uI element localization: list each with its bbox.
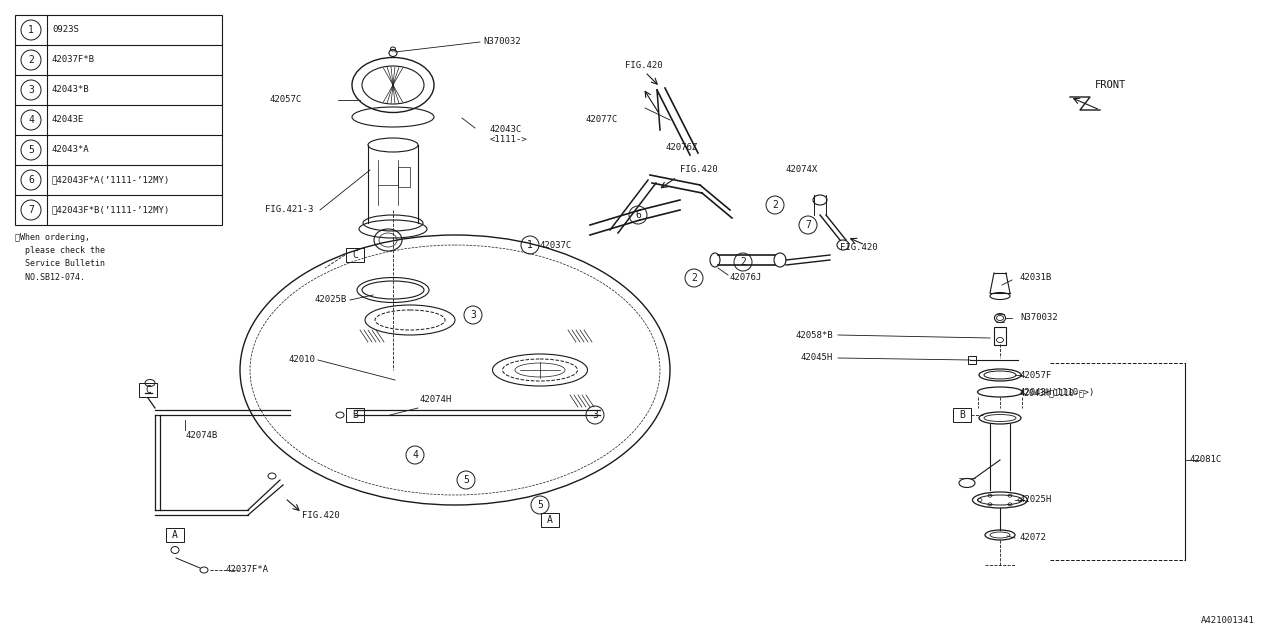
Bar (541, 513, 559, 527)
Text: 6: 6 (635, 210, 641, 220)
Text: FIG.420: FIG.420 (840, 243, 878, 253)
Text: 42037C: 42037C (540, 241, 572, 250)
Text: N370032: N370032 (483, 38, 521, 47)
Text: 3: 3 (470, 310, 476, 320)
Bar (968, 356, 977, 364)
Text: 42043H【1110-】: 42043H【1110-】 (1020, 388, 1085, 397)
Text: 42043*B: 42043*B (52, 86, 90, 95)
Text: 7: 7 (805, 220, 812, 230)
Text: 42057C: 42057C (270, 95, 302, 104)
Bar (166, 528, 184, 542)
Text: N370032: N370032 (1020, 314, 1057, 323)
Bar (346, 408, 364, 422)
Text: 0923S: 0923S (52, 26, 79, 35)
Bar (140, 383, 157, 397)
Text: 42045H: 42045H (801, 353, 833, 362)
Text: FIG.420: FIG.420 (680, 166, 718, 175)
Text: 42043H(1110->): 42043H(1110->) (1020, 388, 1096, 397)
Text: FIG.420: FIG.420 (625, 61, 663, 70)
Text: 42025B: 42025B (315, 296, 347, 305)
Text: 42072: 42072 (1020, 534, 1047, 543)
Ellipse shape (959, 479, 975, 488)
Bar (954, 408, 972, 422)
Text: 42043*A: 42043*A (52, 145, 90, 154)
Text: 6: 6 (28, 175, 35, 185)
Bar (398, 167, 410, 187)
Text: 42076Z: 42076Z (666, 143, 699, 152)
Text: C: C (145, 385, 151, 395)
Text: 3: 3 (593, 410, 598, 420)
Text: 5: 5 (28, 145, 35, 155)
Text: A: A (172, 530, 178, 540)
Text: A421001341: A421001341 (1201, 616, 1254, 625)
Text: 42058*B: 42058*B (795, 330, 833, 339)
Text: B: B (959, 410, 965, 420)
Text: 1: 1 (28, 25, 35, 35)
Text: 3: 3 (28, 85, 35, 95)
Text: ※42043F*B(’1111-’12MY): ※42043F*B(’1111-’12MY) (52, 205, 170, 214)
Text: FIG.420: FIG.420 (302, 511, 339, 520)
Text: 42074B: 42074B (186, 431, 218, 440)
Text: 5: 5 (463, 475, 468, 485)
Text: 42037F*B: 42037F*B (52, 56, 95, 65)
Text: 42081C: 42081C (1190, 456, 1222, 465)
Text: 7: 7 (28, 205, 35, 215)
Text: 42076J: 42076J (730, 273, 763, 282)
Text: 2: 2 (772, 200, 778, 210)
Text: 2: 2 (691, 273, 696, 283)
Text: 42031B: 42031B (1020, 273, 1052, 282)
Text: 42037F*A: 42037F*A (225, 566, 268, 575)
Text: 42010: 42010 (288, 355, 315, 365)
Text: ※42043F*A(’1111-’12MY): ※42043F*A(’1111-’12MY) (52, 175, 170, 184)
Text: FIG.421-3: FIG.421-3 (265, 205, 314, 214)
Text: <1111->: <1111-> (490, 136, 527, 145)
Text: 4: 4 (28, 115, 35, 125)
Text: 42074X: 42074X (785, 166, 817, 175)
Text: 2: 2 (28, 55, 35, 65)
Text: 42077C: 42077C (585, 115, 617, 125)
Text: FRONT: FRONT (1094, 80, 1126, 90)
Text: 1: 1 (527, 240, 532, 250)
Text: A: A (547, 515, 553, 525)
Text: 42025H: 42025H (1020, 495, 1052, 504)
Text: 42074H: 42074H (420, 396, 452, 404)
Bar (346, 248, 364, 262)
Text: 42043C: 42043C (490, 125, 522, 134)
Bar (995, 327, 1006, 345)
Bar (15, 15, 221, 225)
Text: 4: 4 (412, 450, 419, 460)
Text: 2: 2 (740, 257, 746, 267)
Text: B: B (352, 410, 358, 420)
Text: 42057F: 42057F (1020, 371, 1052, 380)
Text: ※When ordering,
  please check the
  Service Bulletin
  NO.SB12-074.: ※When ordering, please check the Service… (15, 233, 105, 282)
Text: 5: 5 (538, 500, 543, 510)
Text: C: C (352, 250, 358, 260)
Text: 42043E: 42043E (52, 115, 84, 125)
